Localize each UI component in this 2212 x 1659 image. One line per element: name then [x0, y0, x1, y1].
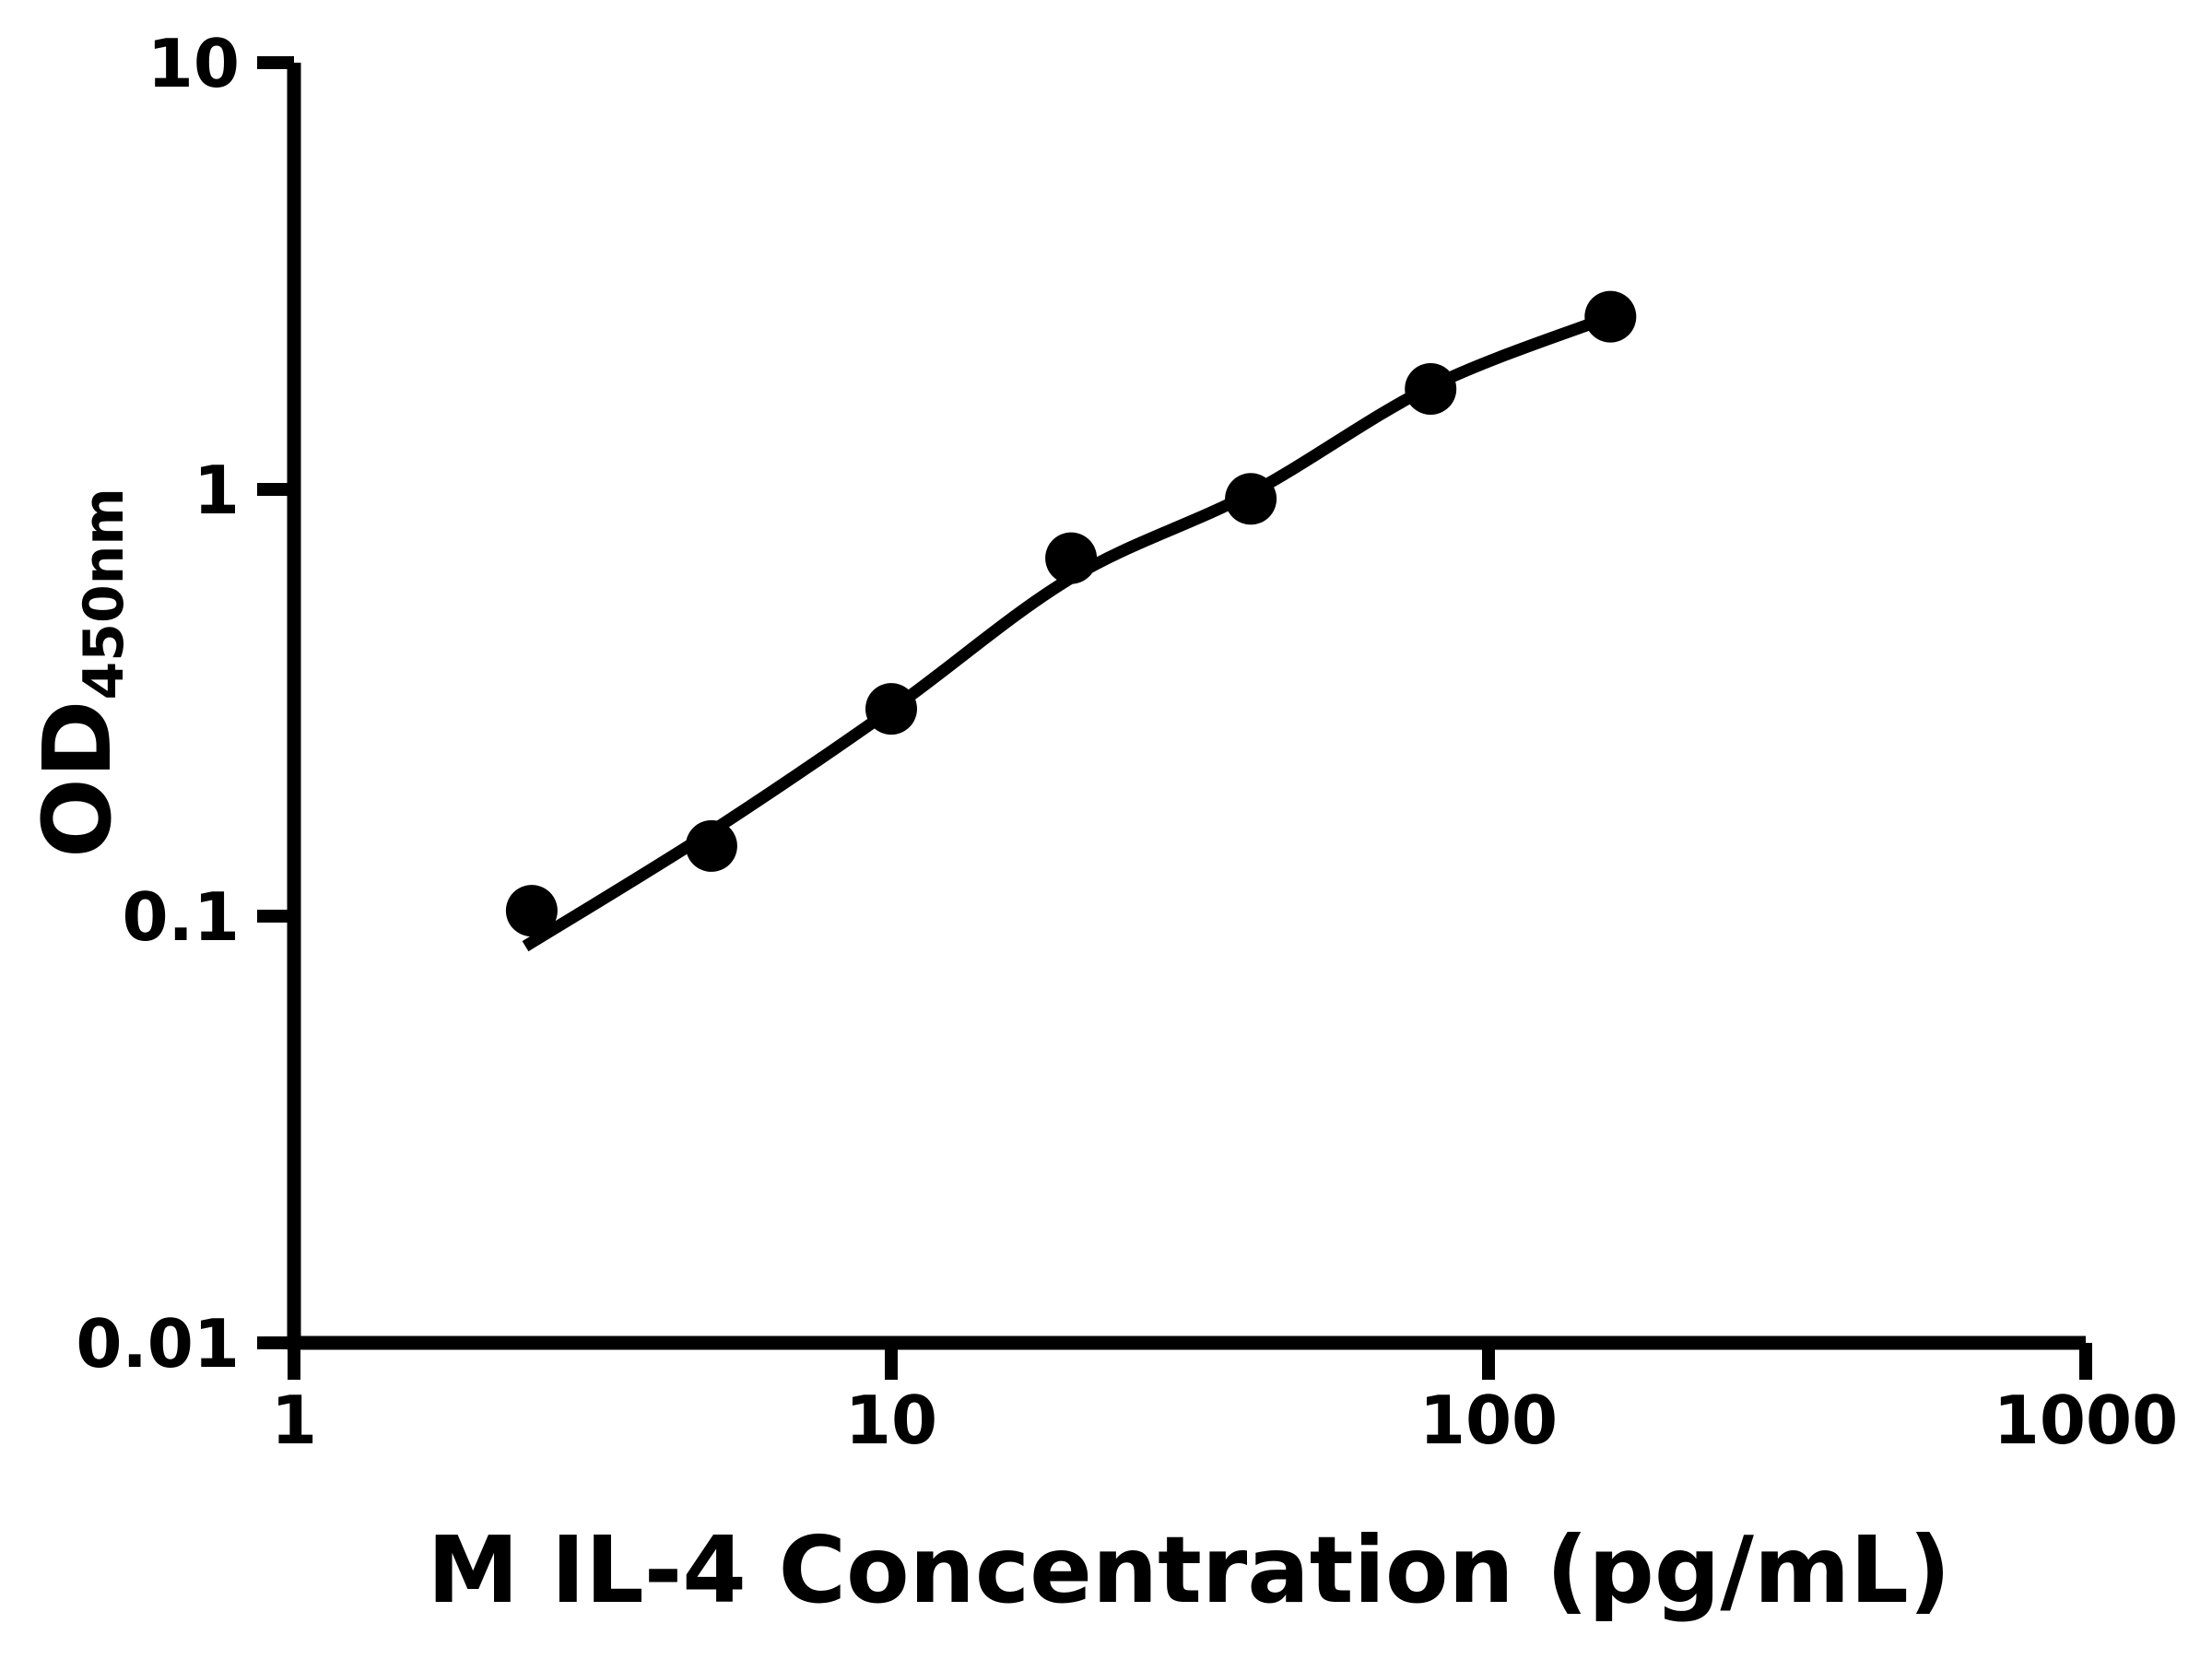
x-axis-label: M IL-4 Concentration (pg/mL) [427, 1516, 1950, 1624]
axis-spines [287, 63, 2086, 1350]
data-layer [505, 290, 1637, 952]
y-tick-label: 1 [194, 452, 240, 529]
y-axis-label-subscript: 450nm [72, 488, 136, 700]
x-tick-label: 1000 [1994, 1382, 2178, 1459]
data-point [1225, 473, 1277, 525]
data-point [1405, 363, 1457, 415]
data-point [1045, 532, 1098, 584]
data-point [685, 819, 737, 872]
x-tick-label: 1 [271, 1382, 317, 1459]
x-tick-label: 100 [1419, 1382, 1558, 1459]
y-tick-label: 0.01 [76, 1305, 240, 1382]
y-axis-label: OD450nm [23, 488, 136, 858]
y-axis-label-main: OD [23, 700, 133, 858]
data-point [865, 683, 917, 735]
data-point [1584, 290, 1637, 343]
y-tick-label: 0.1 [122, 878, 240, 956]
axes-layer: 0.01 0.1 1 10 1 10 100 1000 [76, 25, 2178, 1459]
data-point [505, 885, 558, 937]
x-tick-label: 10 [845, 1382, 937, 1459]
y-tick-label: 10 [147, 25, 240, 102]
labels-layer: M IL-4 Concentration (pg/mL) OD450nm [23, 488, 1951, 1624]
svg-text:OD450nm: OD450nm [23, 488, 136, 858]
